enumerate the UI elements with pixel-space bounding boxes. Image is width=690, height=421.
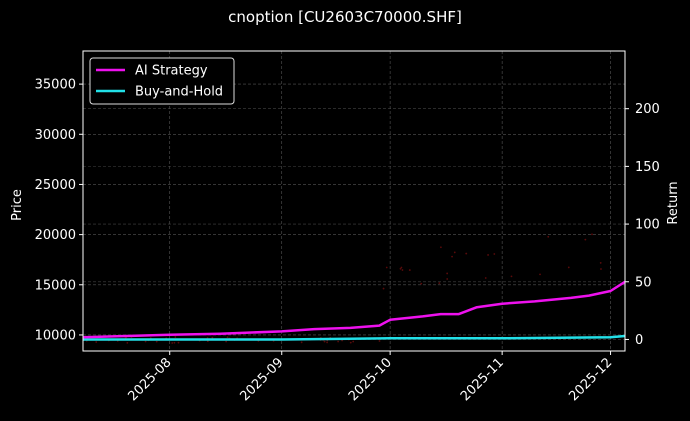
y-tick-label: 15000 [35, 278, 76, 293]
y2-tick-label: 200 [635, 102, 660, 117]
grid [83, 51, 625, 351]
y-axis-right: 0 50 100 150 200 [625, 102, 660, 348]
y2-tick-label: 150 [635, 160, 660, 175]
legend: AI Strategy Buy-and-Hold [89, 57, 235, 105]
x-axis: 2025-08 2025-09 2025-10 2025-11 2025-12 [126, 351, 615, 404]
y-axis-left: 10000 15000 20000 25000 30000 35000 [35, 78, 83, 343]
y-tick-label: 25000 [35, 178, 76, 193]
y-tick-label: 35000 [35, 78, 76, 93]
x-tick-label: 2025-08 [126, 355, 175, 404]
x-tick-label: 2025-11 [458, 355, 507, 404]
y-tick-label: 30000 [35, 128, 76, 143]
legend-item-label: Buy-and-Hold [135, 85, 223, 100]
y-tick-label: 10000 [35, 328, 76, 343]
y-tick-label: 20000 [35, 228, 76, 243]
series-line [83, 334, 626, 341]
series-lines [82, 280, 626, 341]
y2-tick-label: 0 [635, 333, 643, 348]
y-axis-label: Price [10, 189, 25, 221]
legend-item-label: AI Strategy [135, 64, 208, 79]
x-tick-label: 2025-10 [346, 355, 395, 404]
x-tick-label: 2025-12 [566, 355, 615, 404]
y2-tick-label: 50 [635, 275, 652, 290]
plot-frame [82, 50, 626, 352]
x-tick-label: 2025-09 [238, 355, 287, 404]
y2-tick-label: 100 [635, 218, 660, 233]
series-line [82, 280, 626, 339]
y2-axis-label: Return [666, 181, 681, 224]
chart-title: cnoption [CU2603C70000.SHF] [228, 8, 462, 26]
